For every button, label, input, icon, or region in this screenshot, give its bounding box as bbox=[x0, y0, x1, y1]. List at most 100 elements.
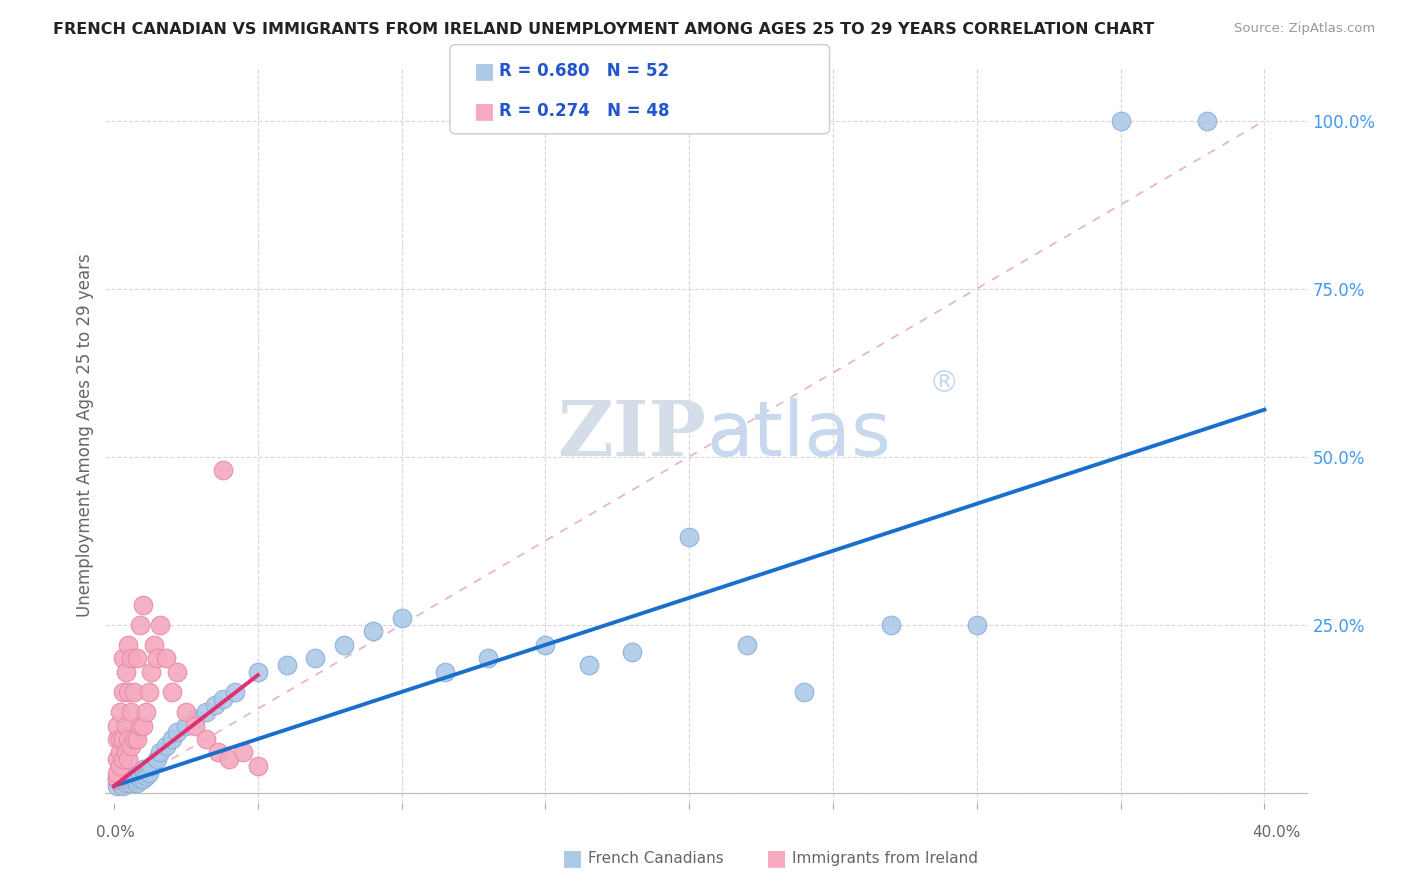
Text: ®: ® bbox=[929, 368, 959, 398]
Point bbox=[212, 463, 235, 477]
Point bbox=[620, 644, 643, 658]
Point bbox=[129, 617, 152, 632]
Point bbox=[149, 617, 172, 632]
Point bbox=[108, 769, 131, 783]
Point bbox=[114, 769, 136, 783]
Point bbox=[132, 762, 155, 776]
Point bbox=[678, 530, 700, 544]
Point bbox=[132, 772, 155, 787]
Point bbox=[141, 665, 163, 679]
Point bbox=[111, 685, 134, 699]
Point bbox=[108, 731, 131, 746]
Point bbox=[149, 745, 172, 759]
Point bbox=[578, 658, 600, 673]
Point bbox=[111, 651, 134, 665]
Point bbox=[1195, 113, 1218, 128]
Point bbox=[174, 718, 197, 732]
Text: ■: ■ bbox=[766, 848, 787, 868]
Point bbox=[120, 651, 142, 665]
Point bbox=[207, 745, 229, 759]
Point bbox=[183, 712, 205, 726]
Point bbox=[105, 718, 128, 732]
Point bbox=[195, 731, 218, 746]
Point bbox=[108, 745, 131, 759]
Point bbox=[276, 658, 298, 673]
Point bbox=[477, 651, 499, 665]
Point bbox=[183, 718, 205, 732]
Point bbox=[155, 651, 177, 665]
Point bbox=[105, 772, 128, 787]
Point bbox=[195, 705, 218, 719]
Point bbox=[127, 731, 149, 746]
Point bbox=[135, 705, 157, 719]
Point bbox=[114, 665, 136, 679]
Point bbox=[735, 638, 758, 652]
Point bbox=[138, 765, 160, 780]
Point bbox=[117, 638, 139, 652]
Point bbox=[224, 685, 246, 699]
Point bbox=[105, 752, 128, 766]
Point bbox=[391, 611, 413, 625]
Point bbox=[160, 731, 183, 746]
Point bbox=[114, 745, 136, 759]
Point bbox=[129, 718, 152, 732]
Point bbox=[120, 705, 142, 719]
Point bbox=[879, 617, 901, 632]
Point bbox=[333, 638, 356, 652]
Point bbox=[129, 765, 152, 780]
Point bbox=[143, 638, 166, 652]
Point bbox=[218, 752, 240, 766]
Point bbox=[166, 725, 188, 739]
Point bbox=[246, 665, 269, 679]
Point bbox=[146, 752, 169, 766]
Point bbox=[120, 739, 142, 753]
Point bbox=[117, 731, 139, 746]
Point bbox=[433, 665, 456, 679]
Point bbox=[120, 772, 142, 787]
Point bbox=[534, 638, 557, 652]
Text: FRENCH CANADIAN VS IMMIGRANTS FROM IRELAND UNEMPLOYMENT AMONG AGES 25 TO 29 YEAR: FRENCH CANADIAN VS IMMIGRANTS FROM IRELA… bbox=[53, 22, 1154, 37]
Point bbox=[111, 752, 134, 766]
Point bbox=[132, 598, 155, 612]
Text: atlas: atlas bbox=[707, 398, 891, 472]
Point bbox=[111, 772, 134, 787]
Point bbox=[361, 624, 384, 639]
Point bbox=[120, 775, 142, 789]
Text: Source: ZipAtlas.com: Source: ZipAtlas.com bbox=[1234, 22, 1375, 36]
Text: French Canadians: French Canadians bbox=[588, 851, 724, 865]
Point bbox=[160, 685, 183, 699]
Point bbox=[793, 685, 815, 699]
Point bbox=[122, 731, 145, 746]
Point bbox=[105, 779, 128, 793]
Point bbox=[966, 617, 988, 632]
Text: ■: ■ bbox=[562, 848, 583, 868]
Point bbox=[122, 765, 145, 780]
Point bbox=[204, 698, 226, 713]
Point bbox=[127, 775, 149, 789]
Point bbox=[117, 765, 139, 780]
Point bbox=[174, 705, 197, 719]
Point bbox=[127, 651, 149, 665]
Text: ZIP: ZIP bbox=[558, 398, 707, 472]
Point bbox=[122, 685, 145, 699]
Point bbox=[304, 651, 326, 665]
Point bbox=[232, 745, 254, 759]
Point bbox=[105, 731, 128, 746]
Point bbox=[117, 752, 139, 766]
Point bbox=[135, 769, 157, 783]
Point bbox=[138, 685, 160, 699]
Point bbox=[132, 718, 155, 732]
Point bbox=[105, 765, 128, 780]
Text: R = 0.680   N = 52: R = 0.680 N = 52 bbox=[499, 62, 669, 80]
Point bbox=[166, 665, 188, 679]
Point bbox=[114, 775, 136, 789]
Point bbox=[127, 769, 149, 783]
Point bbox=[155, 739, 177, 753]
Text: R = 0.274   N = 48: R = 0.274 N = 48 bbox=[499, 103, 669, 120]
Point bbox=[146, 651, 169, 665]
Point bbox=[212, 691, 235, 706]
Point bbox=[1109, 113, 1132, 128]
Text: Immigrants from Ireland: Immigrants from Ireland bbox=[792, 851, 977, 865]
Point bbox=[246, 759, 269, 773]
Text: 0.0%: 0.0% bbox=[96, 825, 135, 840]
